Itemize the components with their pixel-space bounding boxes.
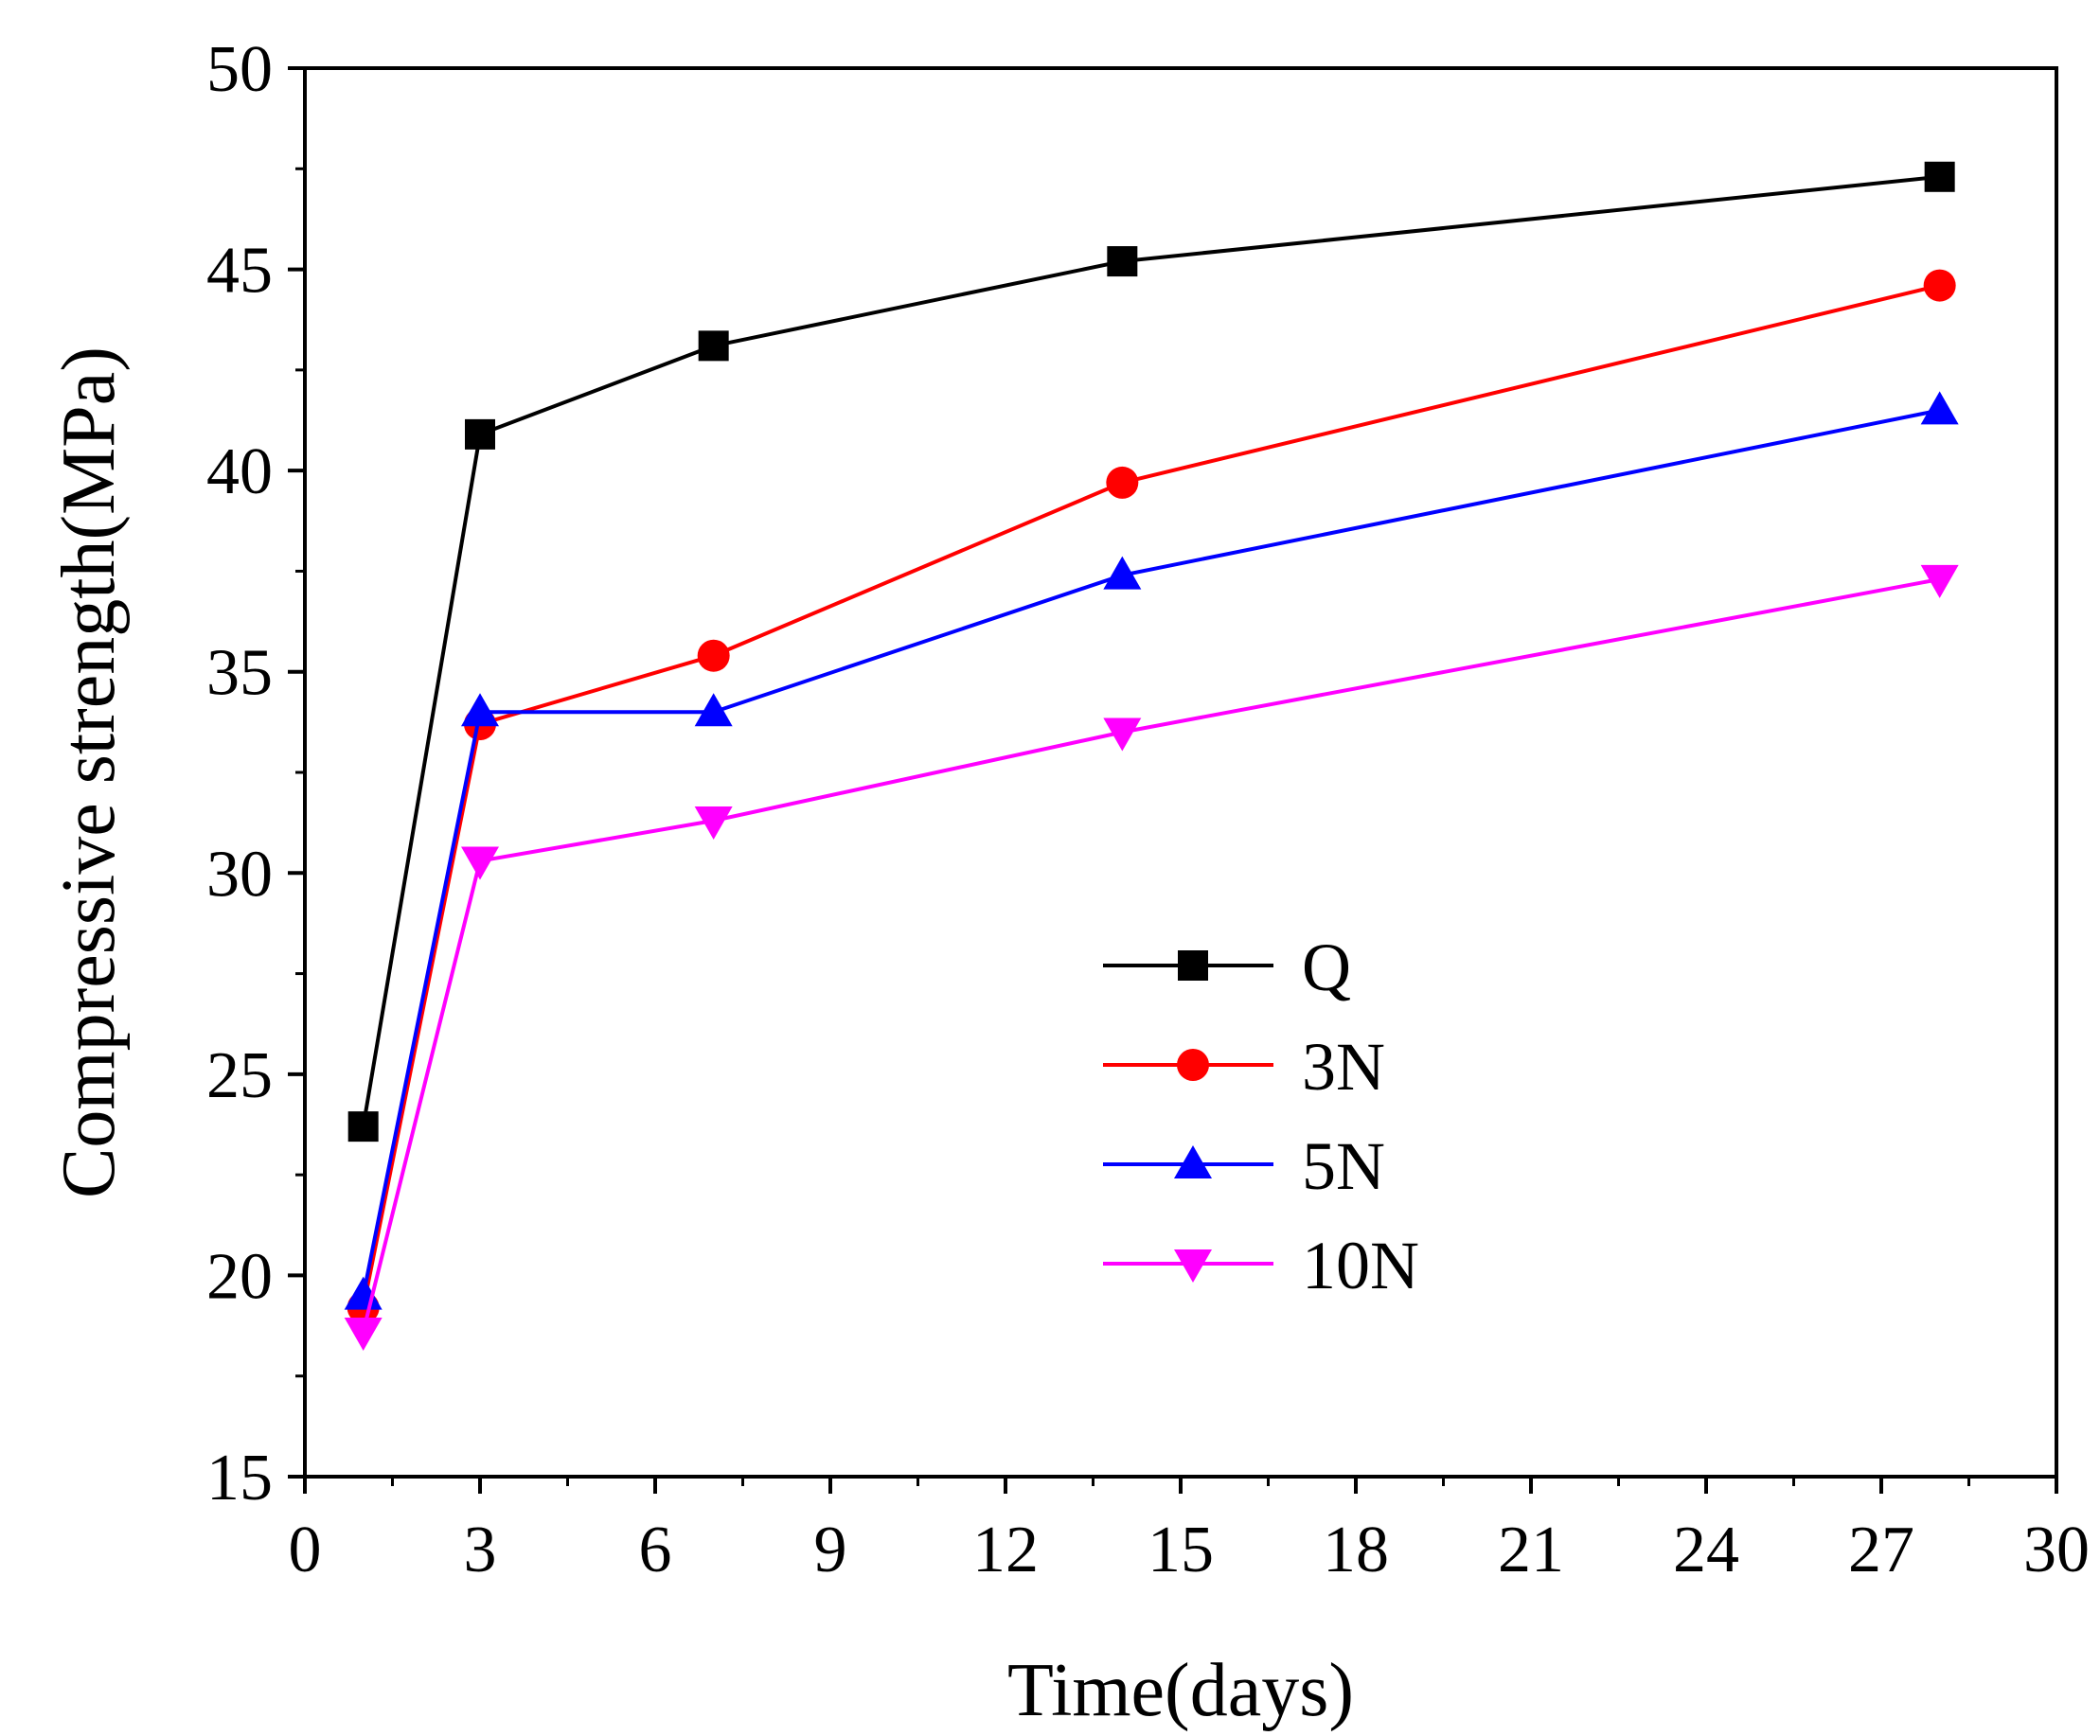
y-tick-label: 40 [206, 435, 273, 508]
legend-marker [1178, 950, 1208, 981]
data-point-3n [1923, 269, 1956, 302]
data-point-5n [694, 693, 733, 727]
x-axis-title: Time(days) [1007, 1649, 1354, 1732]
axis-ticks [288, 66, 2058, 1494]
tick-labels: 0 3 6 9 12 15 18 21 24 27 30 15 20 25 30 35 40 45 50 [206, 33, 2090, 1586]
legend-label: Q [1302, 930, 1351, 1005]
x-tick-label: 6 [639, 1514, 672, 1586]
x-tick-label: 0 [289, 1514, 322, 1586]
data-point-q [698, 330, 729, 362]
y-tick-label: 30 [206, 838, 273, 911]
data-point-5n [1103, 556, 1142, 590]
legend-label: 3N [1302, 1029, 1385, 1105]
data-point-10n [1920, 564, 1959, 598]
series-line-10n [361, 576, 1941, 1333]
x-tick-label: 3 [464, 1514, 497, 1586]
legend-marker [1174, 1145, 1212, 1178]
x-tick-label: 30 [2023, 1514, 2090, 1586]
series-5n [344, 391, 1959, 1310]
x-tick-label: 15 [1148, 1514, 1214, 1586]
series-layer [344, 161, 1959, 1351]
legend-item-5n: 5N [1103, 1128, 1385, 1204]
data-point-q [347, 1111, 379, 1143]
y-tick-label: 50 [206, 33, 273, 106]
series-10n [344, 564, 1959, 1351]
x-tick-label: 24 [1673, 1514, 1739, 1586]
data-point-3n [697, 639, 730, 672]
series-line-3n [361, 283, 1941, 1308]
y-tick-label: 35 [206, 637, 273, 710]
x-tick-label: 9 [814, 1514, 847, 1586]
data-point-3n [1106, 466, 1139, 499]
data-point-10n [461, 846, 499, 880]
legend-label: 10N [1302, 1228, 1419, 1303]
legend-item-10n: 10N [1103, 1228, 1419, 1303]
x-tick-label: 21 [1498, 1514, 1564, 1586]
legend-label: 5N [1302, 1128, 1385, 1204]
series-line-q [361, 174, 1940, 1127]
data-point-q [1924, 161, 1955, 192]
data-point-5n [461, 693, 499, 727]
data-point-10n [694, 806, 733, 841]
data-point-q [1107, 246, 1138, 277]
data-point-5n [1920, 391, 1959, 425]
legend-marker [1174, 1249, 1212, 1283]
x-tick-label: 12 [972, 1514, 1039, 1586]
y-axis-title: Compressive strength(MPa) [47, 346, 131, 1198]
data-point-q [465, 418, 495, 450]
legend-item-q: Q [1103, 930, 1351, 1005]
data-point-5n [344, 1276, 383, 1310]
legend-item-3n: 3N [1103, 1029, 1385, 1105]
series-q [347, 161, 1955, 1143]
y-tick-label: 45 [206, 235, 273, 308]
y-tick-label: 25 [206, 1039, 273, 1112]
data-point-10n [1103, 717, 1142, 752]
data-point-10n [344, 1317, 383, 1351]
x-tick-label: 18 [1323, 1514, 1389, 1586]
legend: Q 3N 5N 10N [1103, 930, 1419, 1303]
y-tick-label: 15 [206, 1442, 273, 1515]
x-tick-label: 27 [1848, 1514, 1914, 1586]
y-tick-label: 20 [206, 1240, 273, 1313]
legend-marker [1177, 1049, 1209, 1081]
